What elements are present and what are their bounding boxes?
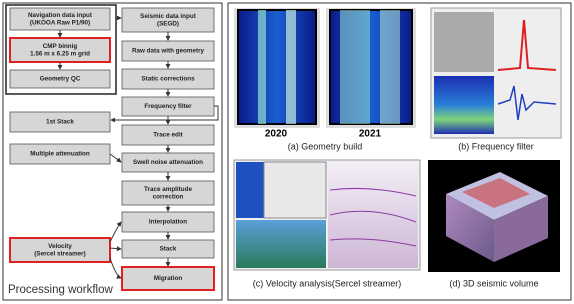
box-label: Frequency filter (144, 103, 192, 110)
box-label: Stack (160, 246, 177, 253)
box-label: (Sercel streamer) (34, 250, 85, 257)
box-label: Swell noise attenuation (133, 159, 203, 166)
process-box (9, 69, 111, 89)
box-label: (SEGD) (157, 20, 179, 27)
box-label: CMP binnig (43, 43, 78, 50)
box-label: 1st Stack (46, 119, 74, 126)
volume-image (428, 160, 560, 272)
velocity-images (233, 159, 421, 271)
workflow-title: Processing workflow (8, 284, 114, 296)
box-label: Navigation data input (28, 12, 93, 19)
box-label: Migration (154, 275, 182, 282)
box-label: (UKOOA Raw P1/90) (30, 19, 90, 26)
box-label: Velocity (48, 243, 72, 250)
box-label: Static corrections (141, 76, 195, 83)
process-box (9, 111, 111, 133)
process-box (121, 180, 215, 206)
box-label: Trace amplitude (144, 186, 192, 193)
navigation-group (5, 4, 117, 95)
geometry-images (234, 8, 416, 128)
box-label: 1.56 m x 6.25 m grid (30, 50, 90, 57)
process-box (121, 266, 215, 291)
box-label: Interpolation (149, 219, 187, 226)
box-label: Seismic data input (140, 13, 197, 20)
arrows (57, 15, 219, 279)
year-label: 2021 (359, 129, 382, 140)
panel-caption: (a) Geometry build (288, 141, 363, 151)
panel-caption: (c) Velocity analysis(Sercel streamer) (253, 278, 402, 288)
year-label: 2020 (265, 129, 288, 140)
process-box (9, 237, 111, 263)
panel-caption: (d) 3D seismic volume (449, 278, 538, 288)
box-label: Trace edit (153, 132, 183, 139)
box-label: Geometry QC (40, 76, 81, 83)
panel-caption: (b) Frequency filter (458, 141, 534, 151)
box-label: Raw data with geometry (132, 48, 205, 55)
box-label: correction (153, 193, 184, 200)
box-label: Multiple attenuation (30, 151, 90, 158)
frequency-images (430, 7, 562, 139)
